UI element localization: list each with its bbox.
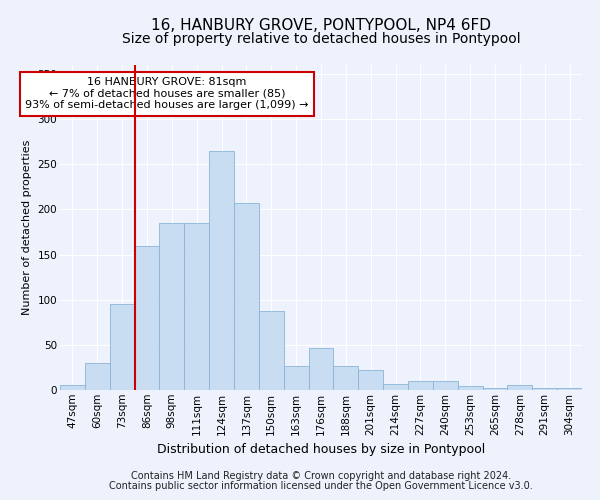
Bar [383,384,408,390]
X-axis label: Distribution of detached houses by size in Pontypool: Distribution of detached houses by size … [157,443,485,456]
Bar [110,304,134,390]
Bar [458,386,482,390]
Text: Size of property relative to detached houses in Pontypool: Size of property relative to detached ho… [122,32,520,46]
Bar [60,386,85,390]
Bar [234,203,259,390]
Bar [508,386,532,390]
Bar [284,366,308,390]
Bar [184,223,209,390]
Bar [160,223,184,390]
Bar [334,366,358,390]
Text: 16 HANBURY GROVE: 81sqm
← 7% of detached houses are smaller (85)
93% of semi-det: 16 HANBURY GROVE: 81sqm ← 7% of detached… [25,78,308,110]
Bar [134,246,160,390]
Bar [308,348,334,390]
Bar [482,388,508,390]
Text: 16, HANBURY GROVE, PONTYPOOL, NP4 6FD: 16, HANBURY GROVE, PONTYPOOL, NP4 6FD [151,18,491,32]
Text: Contains public sector information licensed under the Open Government Licence v3: Contains public sector information licen… [109,481,533,491]
Bar [358,370,383,390]
Bar [557,388,582,390]
Bar [408,381,433,390]
Bar [259,310,284,390]
Bar [433,381,458,390]
Bar [532,388,557,390]
Bar [85,363,110,390]
Y-axis label: Number of detached properties: Number of detached properties [22,140,32,315]
Bar [209,151,234,390]
Text: Contains HM Land Registry data © Crown copyright and database right 2024.: Contains HM Land Registry data © Crown c… [131,471,511,481]
